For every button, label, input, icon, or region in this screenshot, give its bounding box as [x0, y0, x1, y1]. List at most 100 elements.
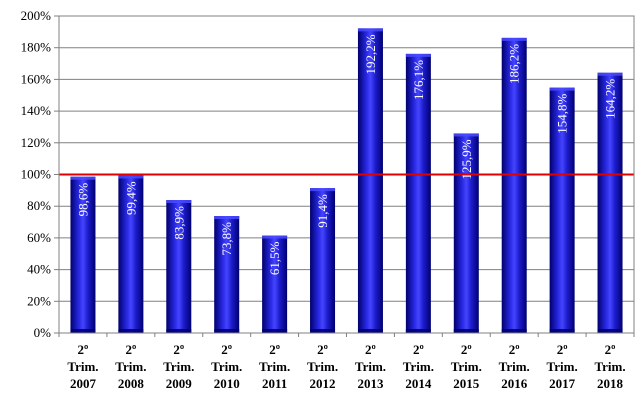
data-label: 91,4%	[315, 194, 330, 228]
x-tick-label-line: 2º	[221, 342, 232, 357]
data-label: 154,8%	[555, 93, 570, 133]
bar	[214, 216, 240, 333]
x-tick-label-line: Trim.	[594, 359, 625, 374]
x-tick-label-line: 2º	[413, 342, 424, 357]
x-tick-label-line: 2008	[118, 376, 145, 391]
x-tick-label: 2º Trim. 2016	[499, 342, 530, 391]
x-tick-label-line: 2013	[357, 376, 384, 391]
bar-group: 91,4%	[310, 188, 336, 333]
x-tick-label-line: Trim.	[307, 359, 338, 374]
x-tick-label: 2º Trim. 2015	[451, 342, 482, 391]
bar	[405, 53, 431, 333]
bar-group: 83,9%	[166, 200, 192, 333]
x-tick-label: 2º Trim. 2010	[211, 342, 242, 391]
x-tick-label-line: 2º	[78, 342, 89, 357]
bar	[118, 175, 144, 333]
bar-group: 99,4%	[118, 175, 144, 333]
data-label: 99,4%	[123, 181, 138, 215]
bar-bottom-shade	[405, 329, 431, 333]
bar-top-highlight	[214, 216, 240, 220]
data-label: 61,5%	[267, 241, 282, 275]
x-axis-ticks: 2º Trim. 2007 2º Trim. 2008 2º Trim. 2009 2º Trim.…	[58, 333, 635, 391]
bar-bottom-shade	[166, 329, 192, 333]
y-tick-label: 80%	[27, 198, 51, 213]
y-tick-label: 140%	[21, 103, 52, 118]
x-tick-label-line: Trim.	[259, 359, 290, 374]
bar-top-highlight	[597, 72, 623, 76]
bar-bottom-shade	[214, 329, 240, 333]
x-tick-label-line: 2017	[549, 376, 576, 391]
x-tick-label-line: 2º	[125, 342, 136, 357]
bar	[70, 176, 96, 333]
data-label: 125,9%	[459, 139, 474, 179]
bar-top-highlight	[118, 175, 144, 179]
bar-bottom-shade	[501, 329, 527, 333]
bar-group: 186,2%	[501, 37, 527, 334]
x-tick-label-line: Trim.	[499, 359, 530, 374]
y-tick-label: 0%	[34, 325, 52, 340]
plot-frame	[58, 15, 635, 334]
bar	[597, 72, 623, 334]
bar-bottom-shade	[453, 329, 479, 333]
bar	[310, 188, 336, 333]
bars: 98,6% 99,4% 83,9% 73,8% 61,5% 91,4% 192,2% 176,…	[70, 28, 623, 334]
x-tick-label: 2º Trim. 2011	[259, 342, 290, 391]
bar-group: 61,5%	[262, 235, 288, 333]
x-tick-label-line: 2º	[509, 342, 520, 357]
y-tick-label: 100%	[21, 167, 52, 182]
x-tick-label-line: 2012	[310, 376, 336, 391]
x-tick-label-line: Trim.	[115, 359, 146, 374]
bar-top-highlight	[166, 200, 192, 204]
x-tick-label-line: 2009	[166, 376, 193, 391]
x-tick-label: 2º Trim. 2008	[115, 342, 146, 391]
bar-bottom-shade	[118, 329, 144, 333]
data-label: 73,8%	[219, 222, 234, 256]
y-axis-ticks: 0% 20% 40% 60% 80% 100% 120% 140% 160% 180% 200%	[21, 8, 59, 340]
x-tick-label-line: 2018	[597, 376, 624, 391]
bar-bottom-shade	[70, 329, 96, 333]
data-label: 164,2%	[603, 79, 618, 119]
x-tick-label-line: Trim.	[355, 359, 386, 374]
y-tick-label: 60%	[27, 230, 51, 245]
x-tick-label-line: 2º	[317, 342, 328, 357]
x-tick-label-line: 2º	[461, 342, 472, 357]
y-tick-label: 180%	[21, 40, 52, 55]
data-label: 98,6%	[75, 183, 90, 217]
y-tick-label: 200%	[21, 8, 52, 23]
x-tick-label-line: 2º	[557, 342, 568, 357]
bar-bottom-shade	[549, 329, 575, 333]
data-label: 83,9%	[171, 206, 186, 240]
x-tick-label: 2º Trim. 2017	[547, 342, 578, 391]
bar-group: 98,6%	[70, 176, 96, 333]
bar-top-highlight	[310, 188, 336, 192]
x-tick-label: 2º Trim. 2014	[403, 342, 434, 391]
x-tick-label-line: Trim.	[451, 359, 482, 374]
bar-top-highlight	[70, 176, 96, 180]
x-tick-label-line: 2º	[365, 342, 376, 357]
bar-top-highlight	[501, 37, 527, 41]
bar	[549, 87, 575, 333]
x-tick-label-line: 2010	[214, 376, 240, 391]
bar	[453, 133, 479, 333]
bar	[166, 200, 192, 333]
bar-top-highlight	[453, 133, 479, 137]
x-tick-label: 2º Trim. 2018	[594, 342, 625, 391]
x-tick-label-line: 2014	[405, 376, 432, 391]
data-label: 186,2%	[507, 44, 522, 84]
x-tick-label-line: 2011	[262, 376, 287, 391]
bar-bottom-shade	[262, 329, 288, 333]
bar-group: 176,1%	[405, 53, 431, 333]
bar-top-highlight	[262, 235, 288, 239]
x-tick-label-line: 2016	[501, 376, 528, 391]
x-tick-label-line: Trim.	[547, 359, 578, 374]
bar-group: 73,8%	[214, 216, 240, 333]
bar-bottom-shade	[357, 329, 383, 333]
x-tick-label: 2º Trim. 2012	[307, 342, 338, 391]
bar-group: 154,8%	[549, 87, 575, 333]
x-tick-label: 2º Trim. 2013	[355, 342, 386, 391]
data-label: 176,1%	[411, 60, 426, 100]
x-tick-label-line: 2º	[269, 342, 280, 357]
x-tick-label-line: 2º	[173, 342, 184, 357]
x-tick-label-line: Trim.	[211, 359, 242, 374]
